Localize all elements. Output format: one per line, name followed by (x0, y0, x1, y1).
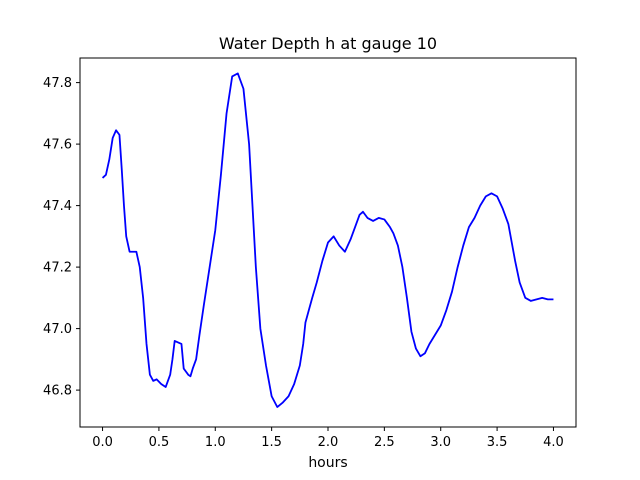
x-tick-label: 0.0 (92, 435, 113, 450)
x-axis: 0.0 0.5 1.0 1.5 2.0 2.5 3.0 3.5 4.0 (92, 427, 564, 450)
y-tick-label: 47.0 (43, 322, 72, 337)
y-axis: 46.8 47.0 47.2 47.4 47.6 47.8 (43, 76, 80, 399)
x-tick-label: 0.5 (149, 435, 170, 450)
chart-title: Water Depth h at gauge 10 (219, 34, 437, 53)
x-tick-label: 3.0 (430, 435, 451, 450)
x-tick-label: 1.0 (205, 435, 226, 450)
x-tick-label: 2.5 (374, 435, 395, 450)
x-tick-label: 1.5 (261, 435, 282, 450)
x-tick-label: 2.0 (318, 435, 339, 450)
x-tick-label: 3.5 (487, 435, 508, 450)
series-line-1 (101, 72, 554, 408)
x-tick-label: 4.0 (543, 435, 564, 450)
y-tick-label: 47.2 (43, 261, 72, 276)
plot-area (101, 72, 554, 408)
plot-frame (79, 57, 577, 428)
y-tick-label: 46.8 (43, 384, 72, 399)
y-tick-label: 47.4 (43, 199, 72, 214)
x-axis-label: hours (308, 455, 347, 471)
y-tick-label: 47.8 (43, 76, 72, 91)
y-tick-label: 47.6 (43, 138, 72, 153)
